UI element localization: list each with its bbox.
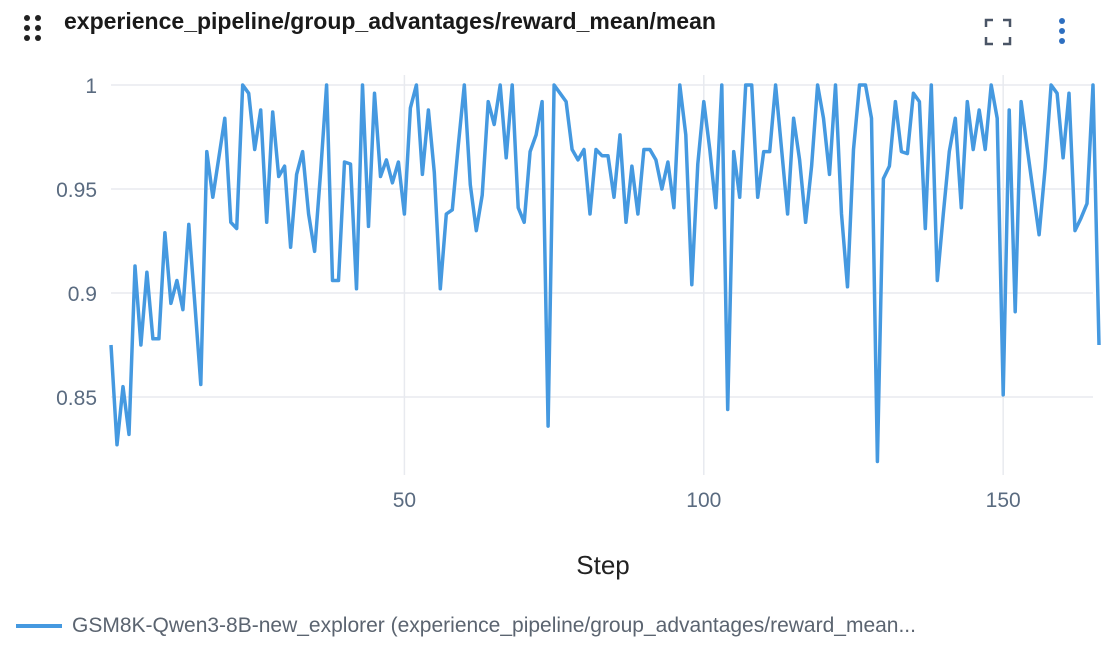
legend-swatch [16,624,62,628]
x-tick-label: 50 [393,489,416,512]
y-tick-label: 1 [85,75,97,98]
y-tick-label: 0.95 [56,179,97,202]
y-tick-label: 0.85 [56,387,97,410]
chart-title: experience_pipeline/group_advantages/rew… [64,8,716,34]
more-vertical-icon[interactable] [1054,16,1070,53]
fullscreen-icon[interactable] [984,18,1012,51]
x-tick-label: 150 [986,489,1021,512]
drag-handle-icon[interactable] [22,13,44,48]
x-axis-label: Step [576,550,630,580]
y-tick-label: 0.9 [68,283,97,306]
x-tick-label: 100 [686,489,721,512]
legend-item[interactable]: GSM8K-Qwen3-8B-new_explorer (experience_… [16,614,916,638]
series-line [109,83,1101,464]
legend-label: GSM8K-Qwen3-8B-new_explorer (experience_… [72,614,916,637]
